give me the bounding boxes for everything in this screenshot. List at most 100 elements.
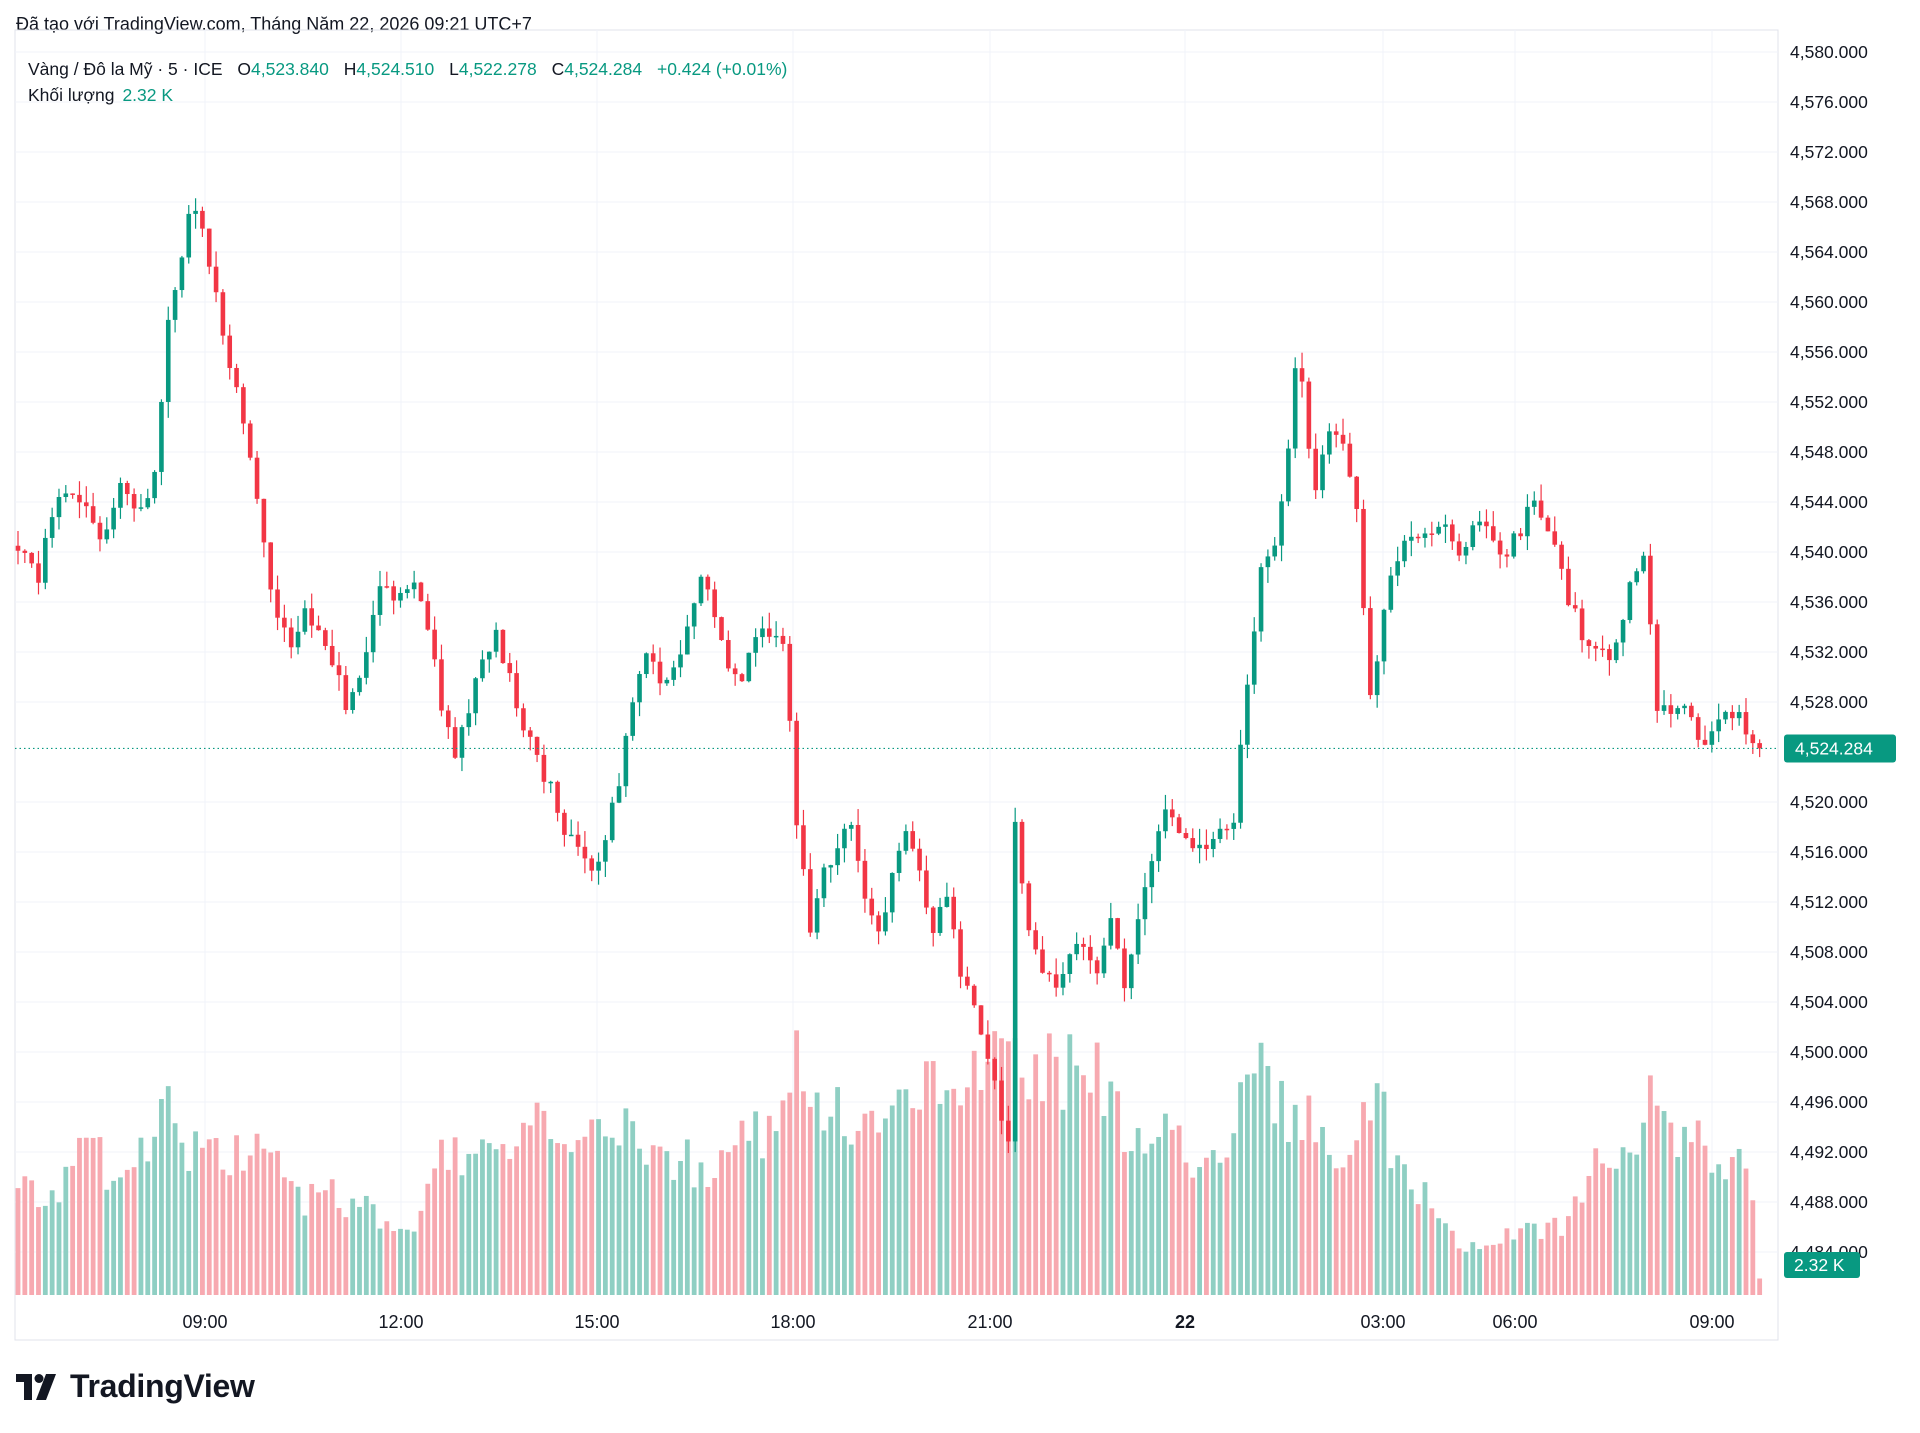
volume-bar bbox=[896, 1089, 902, 1295]
candle-up bbox=[1436, 526, 1441, 534]
candle-down bbox=[1306, 381, 1312, 449]
volume-bar bbox=[83, 1137, 89, 1295]
volume-bar bbox=[1374, 1083, 1380, 1295]
symbol-label[interactable]: Vàng / Đô la Mỹ · 5 · ICE bbox=[28, 59, 223, 79]
candle-down bbox=[910, 831, 916, 849]
candle-up bbox=[1716, 719, 1721, 732]
volume-bar bbox=[500, 1144, 506, 1295]
candle-up bbox=[1163, 809, 1168, 832]
volume-bar bbox=[835, 1087, 840, 1295]
volume-bar bbox=[1620, 1147, 1626, 1295]
price-tick-label: 4,536.000 bbox=[1790, 592, 1868, 612]
volume-bar bbox=[1019, 1077, 1025, 1295]
candle-up bbox=[493, 629, 499, 652]
candle-down bbox=[1490, 526, 1496, 541]
volume-bar bbox=[1326, 1154, 1332, 1295]
candle-down bbox=[1033, 930, 1038, 950]
candle-down bbox=[527, 730, 533, 737]
volume-bar bbox=[138, 1137, 144, 1295]
volume-bar bbox=[1074, 1065, 1080, 1295]
candle-down bbox=[1552, 531, 1558, 545]
candle-up bbox=[1238, 744, 1243, 823]
candle-down bbox=[1122, 948, 1127, 989]
volume-bar bbox=[637, 1148, 642, 1295]
volume-bar bbox=[165, 1086, 171, 1295]
candle-up bbox=[678, 654, 683, 668]
volume-bar bbox=[801, 1091, 806, 1295]
volume-bar bbox=[425, 1183, 431, 1295]
volume-bar bbox=[883, 1118, 888, 1295]
volume-bar bbox=[1135, 1128, 1141, 1295]
volume-bar bbox=[1163, 1113, 1168, 1295]
volume-bar bbox=[1552, 1217, 1558, 1295]
candle-down bbox=[261, 498, 267, 543]
candle-down bbox=[862, 860, 868, 899]
candle-up bbox=[165, 319, 171, 402]
volume-bar bbox=[1299, 1140, 1305, 1295]
time-axis: 09:00 12:00 15:00 18:00 21:00 22 03:00 06:00 09:… bbox=[182, 1312, 1734, 1332]
volume-bar bbox=[295, 1186, 301, 1295]
candle-up bbox=[1197, 844, 1202, 849]
open-value: 4,523.840 bbox=[251, 59, 329, 79]
candle-up bbox=[603, 840, 608, 862]
volume-bar bbox=[712, 1178, 718, 1295]
candle-up bbox=[609, 802, 615, 841]
volume-bar bbox=[971, 1050, 977, 1295]
candle-down bbox=[1593, 645, 1599, 649]
candle-down bbox=[1654, 624, 1660, 711]
volume-bar bbox=[541, 1110, 547, 1295]
chart-legend: Vàng / Đô la Mỹ · 5 · ICE O4,523.840 H4,… bbox=[28, 56, 787, 108]
volume-bar bbox=[70, 1165, 76, 1295]
candle-up bbox=[1292, 368, 1298, 449]
candle-up bbox=[1634, 571, 1640, 583]
candle-down bbox=[801, 825, 806, 870]
candle-down bbox=[767, 628, 772, 637]
candle-down bbox=[1750, 734, 1756, 744]
candle-down bbox=[1040, 949, 1045, 973]
candle-up bbox=[152, 471, 157, 499]
candle-up bbox=[1525, 506, 1530, 537]
volume-bar bbox=[480, 1139, 485, 1295]
volume-label[interactable]: Khối lượng bbox=[28, 85, 115, 105]
volume-bar bbox=[1743, 1168, 1749, 1295]
candle-down bbox=[384, 586, 390, 588]
candle-up bbox=[896, 850, 902, 873]
candle-down bbox=[1094, 960, 1100, 974]
volume-bar bbox=[63, 1166, 69, 1295]
low-value: 4,522.278 bbox=[458, 59, 537, 79]
volume-bar bbox=[370, 1204, 376, 1295]
candle-up bbox=[746, 652, 752, 682]
candle-up bbox=[1060, 973, 1066, 988]
candle-up bbox=[357, 677, 362, 693]
candle-up bbox=[172, 290, 178, 320]
volume-bar bbox=[807, 1106, 813, 1295]
candle-down bbox=[323, 630, 328, 646]
volume-bar bbox=[1238, 1082, 1243, 1295]
volume-bar bbox=[1217, 1162, 1223, 1295]
volume-bar bbox=[1661, 1111, 1667, 1295]
candle-down bbox=[712, 589, 717, 618]
candle-down bbox=[1354, 476, 1359, 509]
volume-bar bbox=[1518, 1228, 1523, 1295]
watermark-text: Đã tạo với TradingView.com, Tháng Năm 22… bbox=[16, 14, 532, 34]
volume-bar bbox=[568, 1152, 574, 1295]
candle-down bbox=[1347, 443, 1353, 477]
volume-value: 2.32 K bbox=[122, 85, 174, 105]
candle-down bbox=[213, 266, 219, 293]
candle-up bbox=[1320, 454, 1325, 491]
volume-badge-label: 2.32 K bbox=[1794, 1255, 1845, 1275]
volume-bar bbox=[1046, 1033, 1052, 1295]
tradingview-brand[interactable]: TradingView bbox=[16, 1368, 255, 1405]
volume-bar bbox=[1395, 1155, 1401, 1295]
candle-down bbox=[124, 483, 130, 495]
candle-up bbox=[1627, 582, 1633, 620]
volume-bar bbox=[643, 1164, 649, 1295]
volume-row: Khối lượng 2.32 K bbox=[28, 82, 787, 108]
candle-down bbox=[1695, 717, 1701, 740]
volume-bar bbox=[1183, 1162, 1189, 1295]
volume-bar bbox=[780, 1100, 786, 1295]
candle-down bbox=[268, 542, 274, 590]
volume-bar bbox=[1040, 1101, 1045, 1295]
candle-down bbox=[807, 869, 813, 933]
